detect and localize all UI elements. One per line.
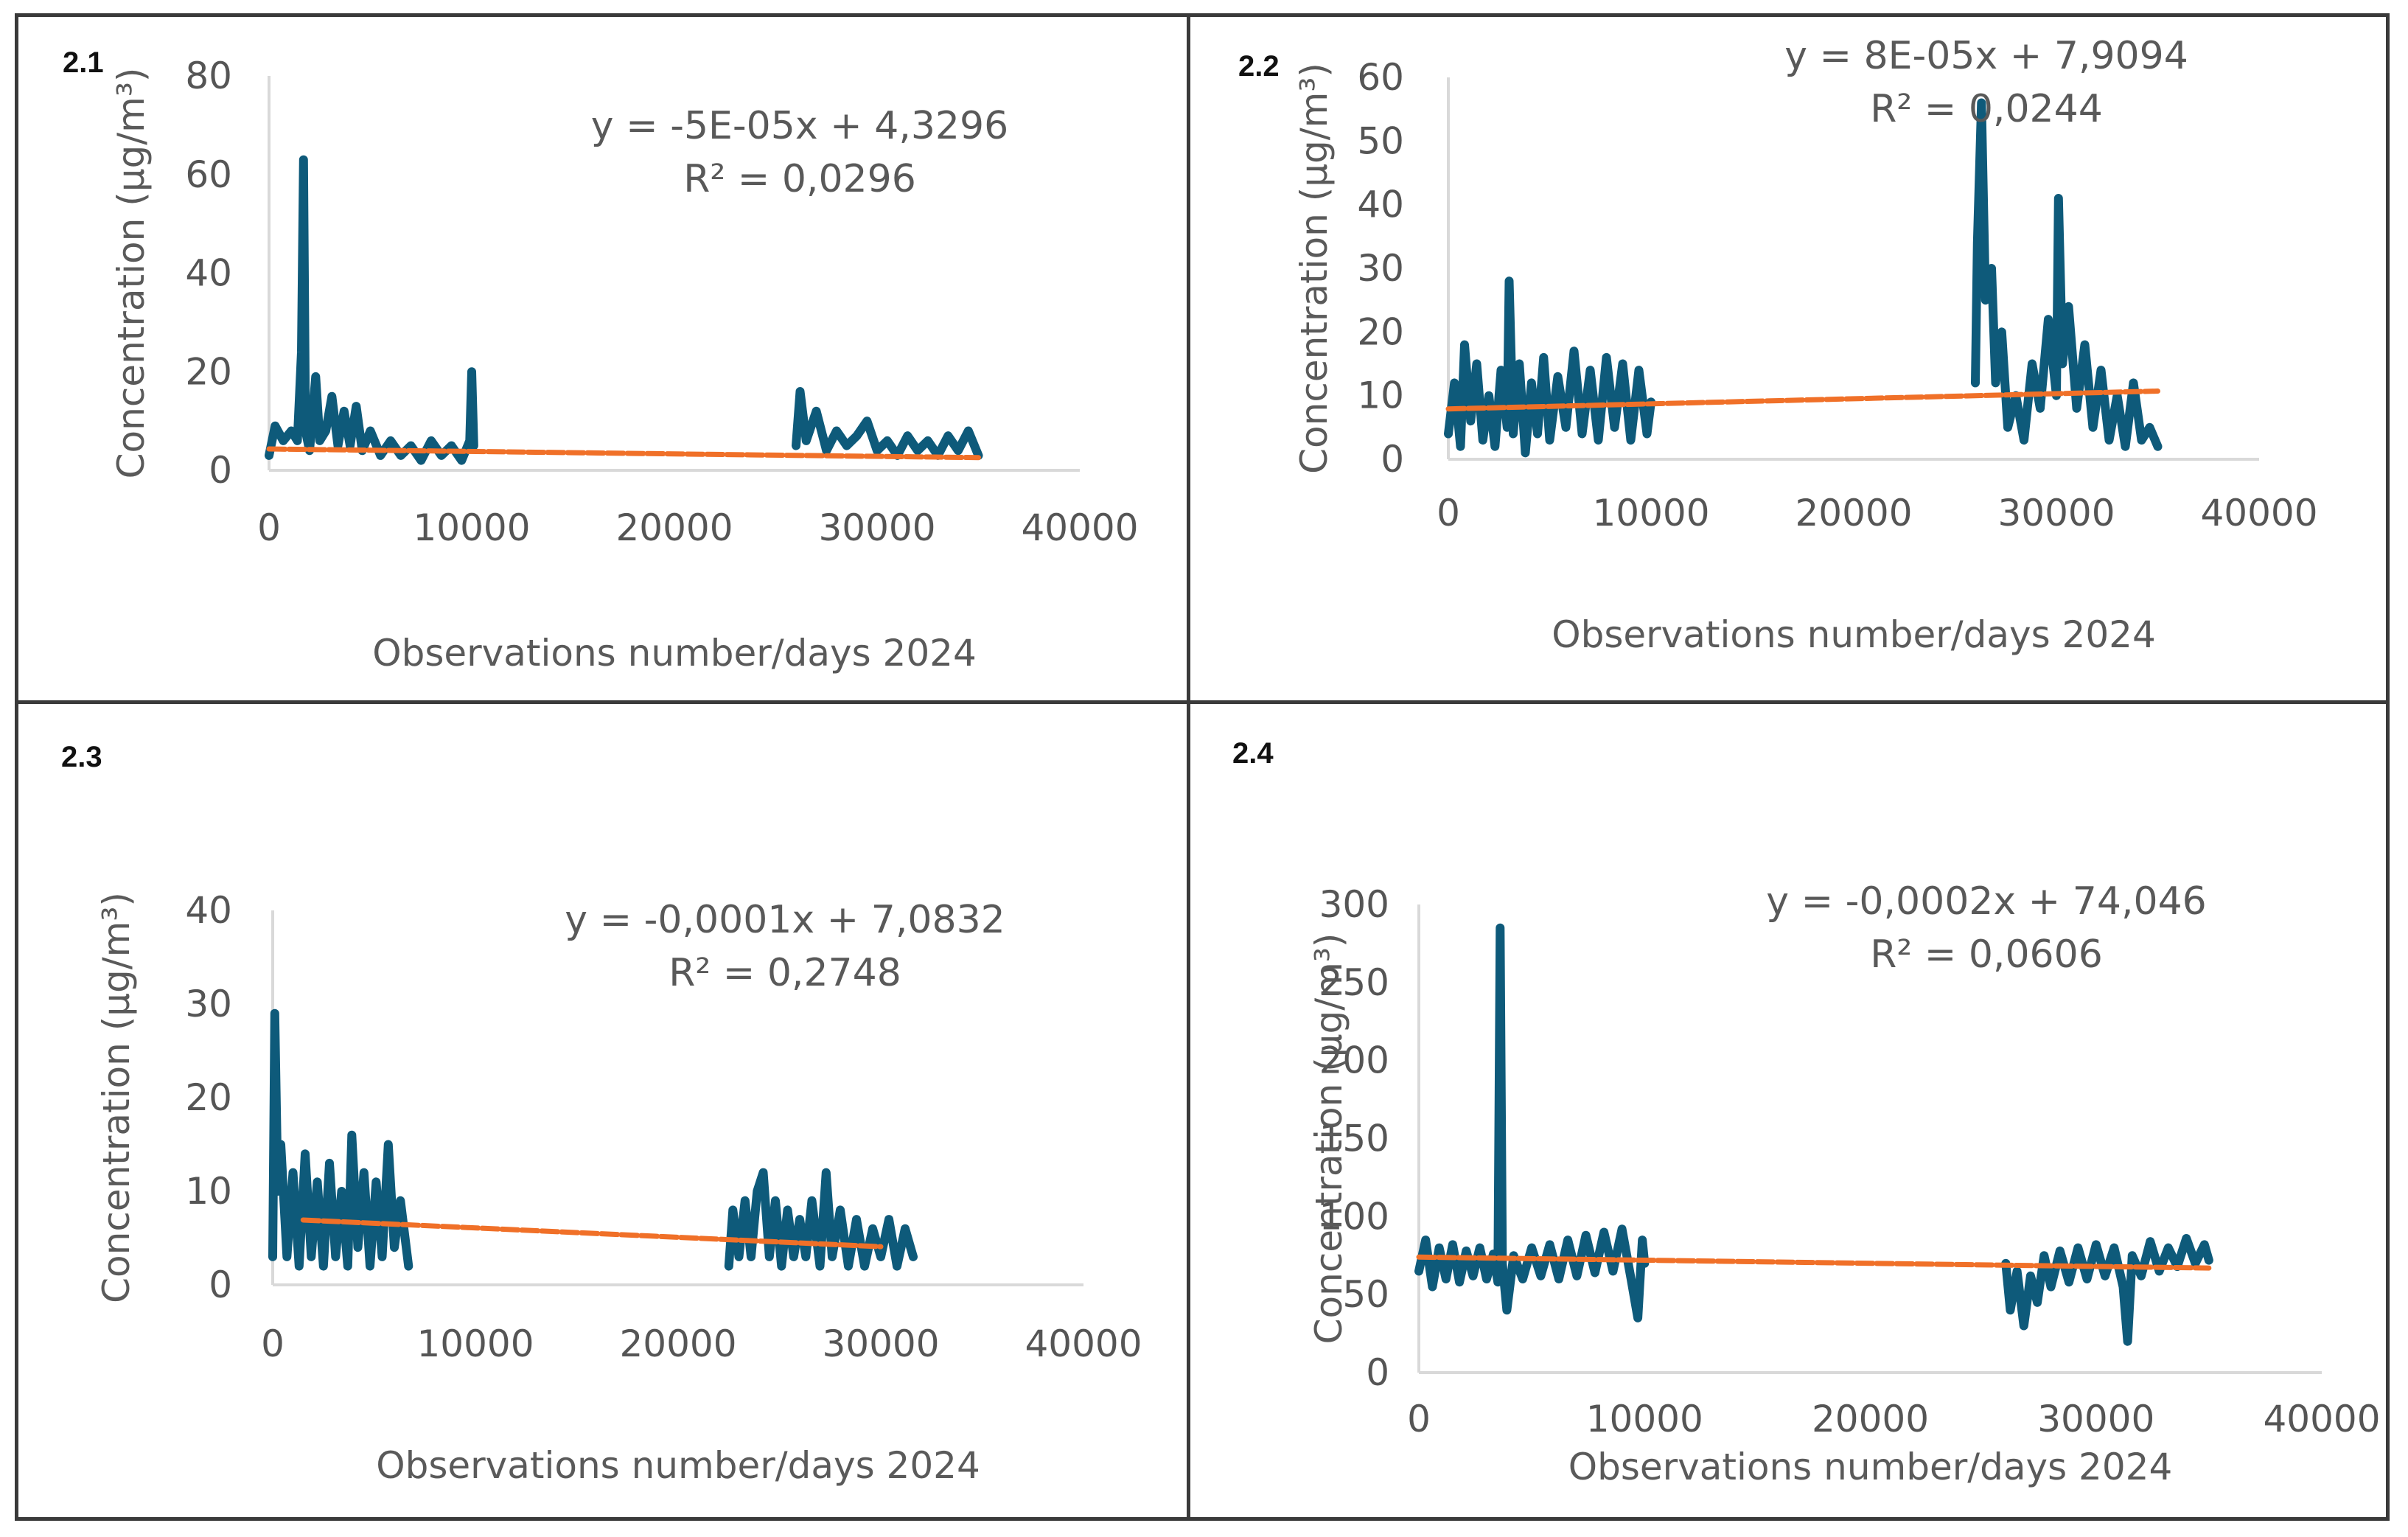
chart-panel-2-4: 2.4 0 10000 20000 30000 40000 0 50 100 150 200 250… bbox=[1190, 704, 2386, 1517]
trendline bbox=[300, 1217, 884, 1250]
series-line-segment bbox=[265, 155, 478, 465]
y-tick-label: 60 bbox=[185, 153, 232, 196]
trendline-equation: y = -0,0002x + 74,046 bbox=[1766, 879, 2206, 924]
panel-label: 2.1 bbox=[63, 46, 104, 79]
y-tick-label: 30 bbox=[185, 983, 232, 1025]
y-tick-label: 0 bbox=[1381, 438, 1404, 481]
trendline-r2: R² = 0,0606 bbox=[1870, 933, 2103, 977]
x-axis-title: Observations number/days 2024 bbox=[1552, 613, 2156, 656]
y-tick-label: 10 bbox=[1357, 374, 1404, 417]
chart-panel-2-2: 2.2 0 10000 20000 30000 40000 0 10 20 30 40 50 60 Ob… bbox=[1190, 17, 2386, 700]
x-tick-label: 10000 bbox=[413, 506, 530, 549]
y-tick-label: 0 bbox=[209, 449, 232, 492]
x-tick-label: 20000 bbox=[1795, 492, 1912, 534]
x-tick-label: 20000 bbox=[615, 506, 733, 549]
trendline-equation: y = -5E-05x + 4,3296 bbox=[591, 104, 1008, 148]
series-line-segment bbox=[2001, 1234, 2213, 1346]
trendline-equation: y = 8E-05x + 7,9094 bbox=[1784, 34, 2188, 78]
y-tick-label: 150 bbox=[1319, 1118, 1389, 1160]
y-tick-label: 20 bbox=[1357, 310, 1404, 353]
y-axis-title: Concentration (μg/m³) bbox=[95, 892, 138, 1303]
figure-frame bbox=[15, 13, 2390, 1521]
y-axis-title: Concentration (μg/m³) bbox=[1293, 63, 1336, 474]
x-tick-label: 30000 bbox=[2037, 1398, 2154, 1440]
x-axis-title: Observations number/days 2024 bbox=[1568, 1446, 2173, 1488]
panel-divider-vertical bbox=[1187, 13, 1190, 1521]
y-tick-label: 50 bbox=[1357, 119, 1404, 162]
panel-label: 2.3 bbox=[61, 741, 102, 773]
x-tick-label: 40000 bbox=[2200, 492, 2317, 534]
chart-svg: 0 10000 20000 30000 40000 0 10 20 30 40 Observatio… bbox=[95, 889, 1142, 1487]
series-line-segment bbox=[724, 1168, 918, 1271]
trendline bbox=[1416, 1254, 2212, 1271]
x-tick-label: 20000 bbox=[619, 1322, 736, 1365]
panel-label: 2.4 bbox=[1232, 737, 1274, 770]
y-axis-title: Concentration (μg/m³) bbox=[1308, 933, 1350, 1345]
x-tick-label: 30000 bbox=[818, 506, 935, 549]
y-tick-label: 60 bbox=[1357, 56, 1404, 99]
x-tick-label: 10000 bbox=[416, 1322, 534, 1365]
x-axis-title: Observations number/days 2024 bbox=[372, 632, 977, 675]
x-tick-label: 10000 bbox=[1586, 1398, 1703, 1440]
panel-divider-horizontal bbox=[15, 700, 2390, 704]
y-tick-label: 20 bbox=[185, 350, 232, 393]
x-axis-title: Observations number/days 2024 bbox=[376, 1444, 980, 1487]
trendline bbox=[1445, 388, 2160, 412]
y-tick-label: 100 bbox=[1319, 1195, 1389, 1238]
x-tick-label: 0 bbox=[257, 506, 281, 549]
x-tick-label: 30000 bbox=[822, 1322, 939, 1365]
x-tick-label: 20000 bbox=[1812, 1398, 1929, 1440]
y-tick-label: 40 bbox=[185, 252, 232, 295]
y-tick-label: 80 bbox=[185, 55, 232, 97]
chart-panel-2-1: 2.1 0 10000 20000 30000 40000 0 20 40 60 80 Observ… bbox=[18, 17, 1187, 700]
x-tick-label: 40000 bbox=[1021, 506, 1138, 549]
x-tick-label: 0 bbox=[261, 1322, 285, 1365]
series-line-segment bbox=[268, 1008, 413, 1271]
x-tick-label: 0 bbox=[1437, 492, 1460, 534]
trendline-r2: R² = 0,2748 bbox=[669, 951, 901, 995]
y-tick-label: 20 bbox=[185, 1076, 232, 1119]
series-line-segment bbox=[1971, 98, 2163, 451]
trendline-r2: R² = 0,0244 bbox=[1870, 87, 2103, 131]
trendline-r2: R² = 0,0296 bbox=[683, 157, 916, 201]
y-tick-label: 30 bbox=[1357, 247, 1404, 290]
trendline-equation: y = -0,0001x + 7,0832 bbox=[565, 898, 1005, 942]
y-axis-title: Concentration (μg/m³) bbox=[110, 68, 153, 479]
y-tick-label: 0 bbox=[1366, 1351, 1389, 1394]
y-tick-label: 40 bbox=[185, 889, 232, 932]
x-tick-label: 10000 bbox=[1592, 492, 1709, 534]
panel-label: 2.2 bbox=[1238, 50, 1280, 83]
series-line-segment bbox=[792, 387, 983, 460]
x-tick-label: 40000 bbox=[2263, 1398, 2380, 1440]
y-tick-label: 40 bbox=[1357, 184, 1404, 226]
series-line-segment bbox=[1444, 276, 1655, 458]
trendline bbox=[266, 446, 981, 461]
x-tick-label: 0 bbox=[1407, 1398, 1431, 1440]
chart-panel-2-3: 2.3 0 10000 20000 30000 40000 0 10 20 30 40 Observ… bbox=[18, 704, 1187, 1517]
chart-svg: 0 10000 20000 30000 40000 0 10 20 30 40 50 60 Observ… bbox=[1293, 34, 2318, 656]
y-tick-label: 10 bbox=[185, 1170, 232, 1213]
y-tick-label: 250 bbox=[1319, 961, 1389, 1004]
y-tick-label: 0 bbox=[209, 1264, 232, 1306]
x-tick-label: 40000 bbox=[1025, 1322, 1142, 1365]
chart-svg: 0 10000 20000 30000 40000 0 20 40 60 80 Observatio… bbox=[110, 55, 1139, 675]
y-tick-label: 200 bbox=[1319, 1039, 1389, 1082]
x-tick-label: 30000 bbox=[1997, 492, 2115, 534]
y-tick-label: 300 bbox=[1319, 883, 1389, 926]
y-tick-label: 50 bbox=[1342, 1273, 1389, 1316]
chart-svg: 0 10000 20000 30000 40000 0 50 100 150 200 250 300 O… bbox=[1308, 879, 2381, 1488]
